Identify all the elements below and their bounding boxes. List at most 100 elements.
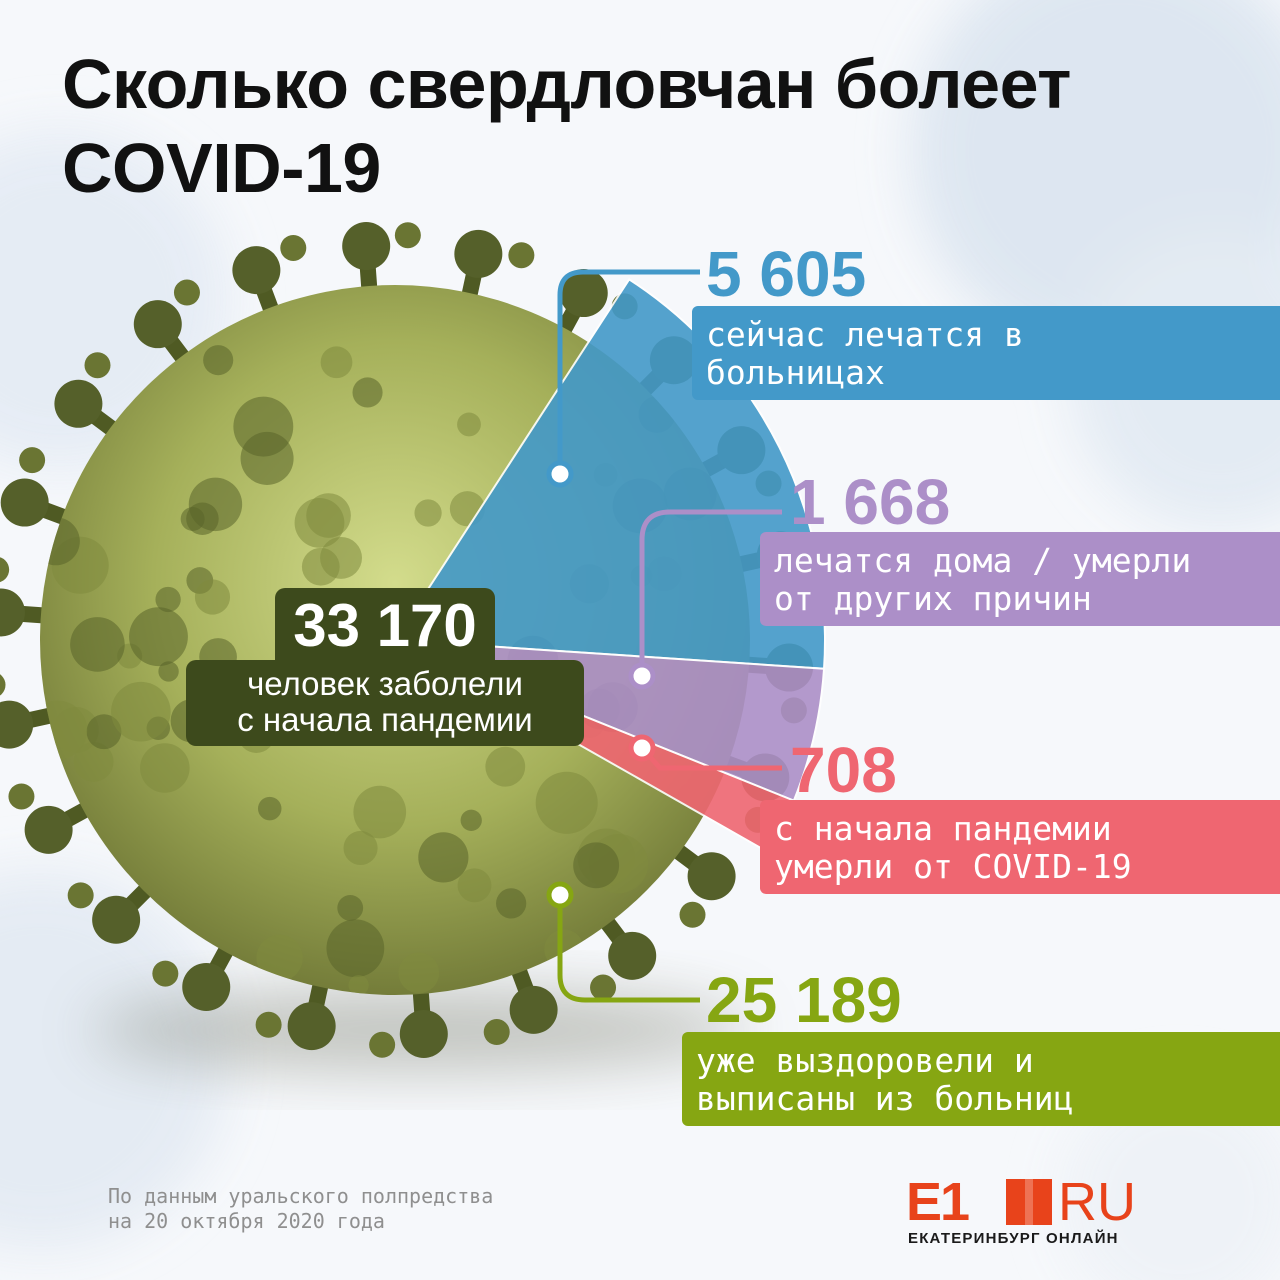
stat-home-value: 1 668 [790, 466, 951, 538]
virus-surface-bump [180, 507, 205, 531]
stat-hospital-label-line-1: сейчас лечатся в [706, 315, 1024, 354]
virus-spike-head [590, 974, 617, 1001]
virus-spike-head [0, 700, 34, 749]
virus-surface-bump [457, 412, 481, 437]
callout-dot-home [628, 662, 656, 690]
logo-ru-text: RU [1058, 1172, 1136, 1232]
source-line-1: По данным уральского полпредства [108, 1184, 494, 1208]
total-cases-label-line-2: с начала пандемии [237, 701, 533, 738]
virus-surface-bump [155, 586, 181, 613]
virus-surface-bump [485, 746, 526, 787]
callout-line-deaths [640, 746, 782, 771]
virus-spike-head [24, 805, 73, 854]
virus-spike-head [152, 960, 179, 987]
virus-spike-head [687, 852, 736, 901]
e1-logo[interactable]: E1 RU ЕКАТЕРИНБУРГ ОНЛАЙН [906, 1175, 1156, 1249]
title-line-2: COVID-19 [62, 129, 381, 207]
virus-spike-head [559, 269, 608, 318]
virus-spike-head [255, 1011, 282, 1038]
source-line-2: на 20 октября 2020 года [108, 1209, 385, 1233]
virus-spike-head [0, 588, 25, 637]
virus-surface-bump [301, 547, 340, 586]
virus-spike-head [0, 674, 6, 696]
virus-spike-head [679, 901, 706, 928]
virus-spike-head [0, 557, 10, 583]
virus-surface-bump [326, 919, 385, 978]
virus-surface-bump [457, 868, 492, 903]
virus-spike-head [8, 783, 35, 810]
stat-deaths-value: 708 [790, 734, 897, 806]
virus-surface-bump [140, 743, 190, 793]
virus-spike-head [54, 379, 103, 428]
virus-surface-bump [348, 975, 369, 995]
virus-surface-bump [73, 741, 114, 782]
virus-spike-head [92, 895, 141, 944]
virus-spike-head [232, 246, 281, 295]
virus-spike-head [509, 985, 558, 1034]
stat-deaths-label-line-2: умерли от COVID-19 [774, 847, 1132, 886]
virus-surface-bump [573, 842, 620, 889]
callout-line-home [639, 509, 782, 676]
virus-surface-bump [320, 346, 353, 379]
virus-surface-bump [414, 499, 442, 527]
virus-surface-bump [352, 377, 383, 408]
virus-spike-head [454, 229, 503, 278]
virus-spike-head [342, 222, 391, 271]
virus-surface-bump [257, 796, 282, 821]
virus-spike-head [173, 279, 200, 306]
virus-surface-bump [343, 830, 378, 866]
stat-hospital-value: 5 605 [706, 238, 867, 310]
stat-home-label: лечатся дома / умерли от других причин [760, 532, 1280, 626]
callout-dot-deaths [628, 734, 656, 762]
virus-spike-head [0, 478, 49, 527]
callout-dot-recovered [546, 881, 574, 909]
virus-spike-head [182, 962, 231, 1011]
total-cases-value: 33 170 [275, 588, 495, 660]
stat-deaths-label-line-1: с начала пандемии [774, 809, 1112, 848]
stat-recovered-label: уже выздоровели и выписаны из больниц [682, 1032, 1280, 1126]
virus-surface-bump [158, 661, 179, 682]
virus-surface-bump [337, 895, 364, 921]
virus-surface-bump [353, 785, 407, 839]
virus-surface-bump [294, 497, 345, 548]
callout-line-hospital [557, 269, 700, 474]
virus-surface-bump [256, 934, 303, 982]
virus-spike-head [399, 1009, 448, 1058]
virus-surface-bump [86, 714, 122, 750]
virus-surface-bump [203, 345, 234, 376]
callout-line-recovered [557, 895, 700, 1003]
stat-recovered-value: 25 189 [706, 964, 902, 1036]
page-title: Сколько свердловчан болеет COVID-19 [62, 42, 1162, 210]
virus-spike-head [608, 931, 657, 980]
stat-recovered-label-line-1: уже выздоровели и [696, 1041, 1034, 1080]
virus-spike-head [19, 447, 46, 474]
virus-surface-bump [460, 809, 482, 831]
total-cases-label: человек заболели с начала пандемии [186, 660, 584, 746]
stat-home-label-line-1: лечатся дома / умерли [774, 541, 1192, 580]
callout-dot-hospital [546, 460, 574, 488]
stat-home-label-line-2: от других причин [774, 579, 1092, 618]
virus-spike-head [369, 1031, 396, 1058]
total-cases: 33 170 человек заболели с начала пандеми… [186, 588, 584, 746]
virus-spike-head [280, 234, 307, 261]
virus-surface-bump [111, 681, 171, 742]
virus-surface-bump [418, 832, 469, 883]
logo-block-icon [1006, 1179, 1052, 1225]
stat-hospital-label: сейчас лечатся в больницах [692, 306, 1280, 400]
virus-spike-head [394, 222, 421, 249]
virus-surface-bump [194, 579, 231, 615]
virus-surface-bump [398, 952, 440, 994]
virus-spike-head [67, 882, 94, 909]
virus-surface-bump [240, 431, 294, 485]
virus-surface-bump [70, 617, 125, 672]
virus-spike-head [508, 242, 535, 269]
total-cases-label-line-1: человек заболели [247, 665, 523, 702]
title-line-1: Сколько свердловчан болеет [62, 45, 1071, 123]
stat-deaths-label: с начала пандемии умерли от COVID-19 [760, 800, 1280, 894]
source-note: По данным уральского полпредства на 20 о… [108, 1184, 493, 1234]
virus-spike-head [287, 1002, 336, 1051]
stat-hospital-label-line-2: больницах [706, 353, 885, 392]
virus-surface-bump [496, 888, 527, 919]
